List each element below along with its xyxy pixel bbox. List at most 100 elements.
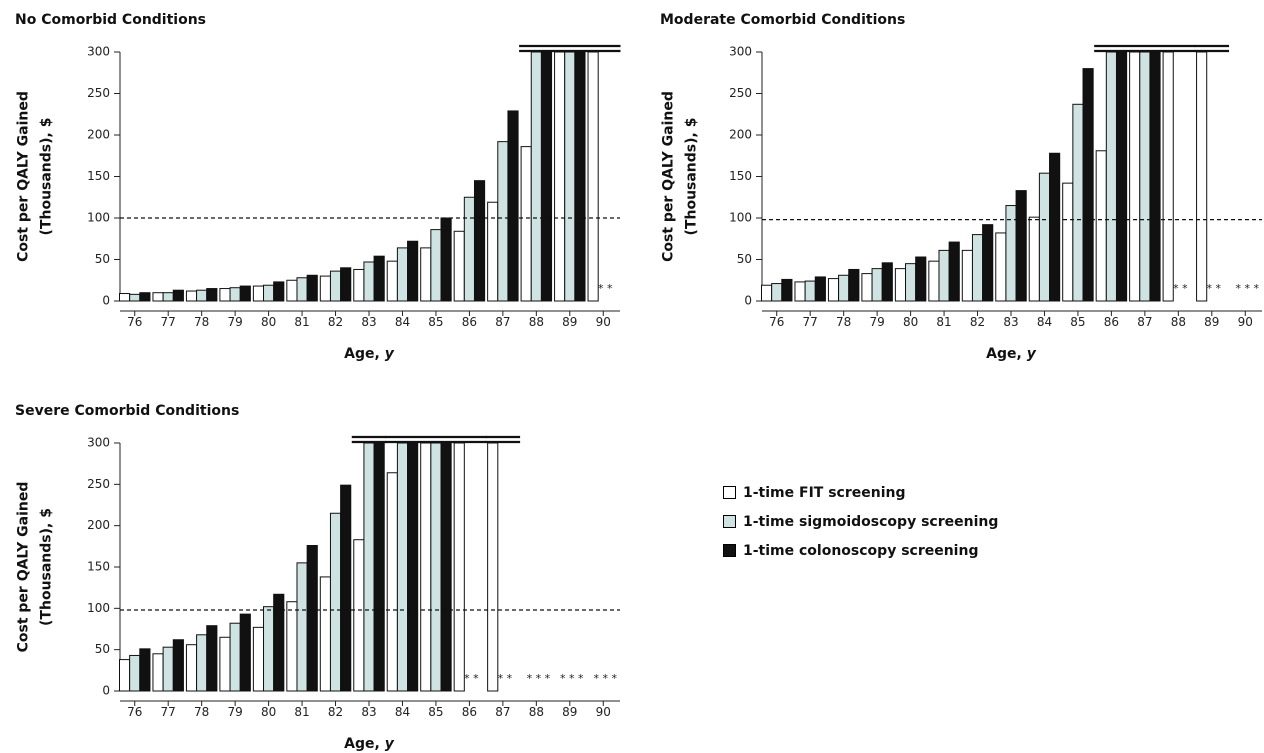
bar-fit-82 xyxy=(319,275,331,302)
x-tick-label: 84 xyxy=(1037,315,1052,329)
bar-colonoscopy-77 xyxy=(814,276,826,302)
legend: 1-time FIT screening 1-time sigmoidoscop… xyxy=(723,478,998,565)
bar-fit-83 xyxy=(995,232,1007,302)
bar-sigmoidoscopy-83 xyxy=(363,442,375,692)
y-axis-label: Cost per QALY Gained xyxy=(16,91,32,262)
bar-fit-86 xyxy=(453,230,465,302)
legend-item-colonoscopy: 1-time colonoscopy screening xyxy=(723,536,998,565)
bar-sigmoidoscopy-81 xyxy=(296,562,308,692)
bar-colonoscopy-84 xyxy=(407,240,419,302)
bar-fit-87 xyxy=(487,201,499,302)
bar-fit-86 xyxy=(453,442,465,692)
x-tick-label: 81 xyxy=(936,315,951,329)
bar-fit-81 xyxy=(286,601,298,692)
x-tick-label: 84 xyxy=(395,705,410,719)
x-tick-label: 81 xyxy=(294,315,309,329)
chart-title: Severe Comorbid Conditions xyxy=(15,403,239,419)
bar-sigmoidoscopy-89 xyxy=(564,51,576,302)
x-tick-label: 83 xyxy=(1003,315,1018,329)
x-axis-label: Age, y xyxy=(986,346,1037,362)
bar-fit-84 xyxy=(386,472,398,692)
x-tick-label: 76 xyxy=(127,315,142,329)
bar-sigmoidoscopy-80 xyxy=(905,263,917,302)
bar-sigmoidoscopy-77 xyxy=(162,292,174,302)
bar-colonoscopy-82 xyxy=(982,224,994,302)
bar-colonoscopy-76 xyxy=(139,292,151,302)
bar-sigmoidoscopy-77 xyxy=(162,646,174,692)
bar-colonoscopy-86 xyxy=(473,180,486,302)
bar-fit-85 xyxy=(420,442,432,692)
x-tick-label: 88 xyxy=(529,705,544,719)
bar-colonoscopy-87 xyxy=(1149,51,1161,302)
bar-colonoscopy-77 xyxy=(172,289,184,302)
x-tick-label: 79 xyxy=(227,705,242,719)
bar-fit-77 xyxy=(152,653,164,692)
y-tick-label: 300 xyxy=(87,436,110,450)
y-tick-label: 150 xyxy=(87,560,110,574)
bar-sigmoidoscopy-81 xyxy=(938,249,950,302)
x-tick-label: 87 xyxy=(1137,315,1152,329)
annotation-asterisks: * * xyxy=(598,282,613,295)
y-axis-label: (Thousands), $ xyxy=(39,508,55,626)
x-tick-label: 79 xyxy=(869,315,884,329)
bar-colonoscopy-76 xyxy=(781,278,793,302)
x-tick-label: 86 xyxy=(462,705,477,719)
annotation-asterisks: * * * xyxy=(594,672,618,685)
bar-colonoscopy-89 xyxy=(574,51,586,302)
bar-colonoscopy-78 xyxy=(848,268,860,302)
bar-fit-79 xyxy=(219,636,231,692)
bar-sigmoidoscopy-86 xyxy=(463,196,475,302)
x-tick-label: 90 xyxy=(1238,315,1253,329)
x-tick-label: 78 xyxy=(194,705,209,719)
annotation-asterisks: * * xyxy=(464,672,479,685)
x-tick-label: 80 xyxy=(903,315,918,329)
x-tick-label: 86 xyxy=(462,315,477,329)
x-tick-label: 76 xyxy=(127,705,142,719)
bar-fit-89 xyxy=(1196,51,1208,302)
y-tick-label: 100 xyxy=(729,211,752,225)
bar-colonoscopy-81 xyxy=(306,545,318,692)
bar-sigmoidoscopy-85 xyxy=(430,229,442,302)
annotation-asterisks: * * * xyxy=(527,672,551,685)
bar-fit-81 xyxy=(928,260,940,302)
bar-sigmoidoscopy-85 xyxy=(1072,103,1084,302)
y-tick-label: 50 xyxy=(95,252,110,266)
y-tick-label: 0 xyxy=(102,294,110,308)
y-tick-label: 250 xyxy=(87,86,110,100)
bar-colonoscopy-82 xyxy=(340,484,352,692)
bar-sigmoidoscopy-78 xyxy=(196,289,208,302)
x-tick-label: 81 xyxy=(294,705,309,719)
bar-colonoscopy-81 xyxy=(948,241,960,302)
x-tick-label: 85 xyxy=(428,315,443,329)
x-tick-label: 88 xyxy=(1171,315,1186,329)
chart-moderate-comorbid: Moderate Comorbid Conditions Cost per QAL… xyxy=(660,12,1262,362)
bar-fit-82 xyxy=(961,249,973,302)
bar-sigmoidoscopy-80 xyxy=(263,606,275,692)
y-axis-label: (Thousands), $ xyxy=(684,118,700,236)
bar-fit-85 xyxy=(420,247,432,302)
bar-colonoscopy-79 xyxy=(881,262,893,302)
bar-fit-79 xyxy=(861,273,873,302)
bar-fit-86 xyxy=(1095,150,1107,302)
annotation-asterisks: * * xyxy=(498,672,513,685)
y-tick-label: 150 xyxy=(729,169,752,183)
chart-severe-comorbid: Severe Comorbid Conditions Cost per QALY … xyxy=(15,403,620,752)
x-axis-label: Age, y xyxy=(344,736,395,752)
y-tick-label: 50 xyxy=(95,642,110,656)
x-tick-label: 78 xyxy=(194,315,209,329)
bar-fit-78 xyxy=(185,644,198,692)
bar-sigmoidoscopy-78 xyxy=(196,634,208,692)
bar-sigmoidoscopy-79 xyxy=(229,287,241,302)
y-tick-label: 200 xyxy=(87,128,110,142)
chart-no-comorbid: No Comorbid Conditions Cost per QALY Gain… xyxy=(15,12,621,362)
bar-sigmoidoscopy-82 xyxy=(971,234,984,302)
y-tick-label: 100 xyxy=(87,211,110,225)
bar-colonoscopy-83 xyxy=(1015,190,1027,302)
bar-colonoscopy-82 xyxy=(340,267,352,302)
x-tick-label: 83 xyxy=(361,315,376,329)
bar-fit-87 xyxy=(1129,51,1141,302)
bar-fit-81 xyxy=(286,279,298,302)
annotation-asterisks: * * * xyxy=(560,672,584,685)
y-tick-label: 100 xyxy=(87,601,110,615)
